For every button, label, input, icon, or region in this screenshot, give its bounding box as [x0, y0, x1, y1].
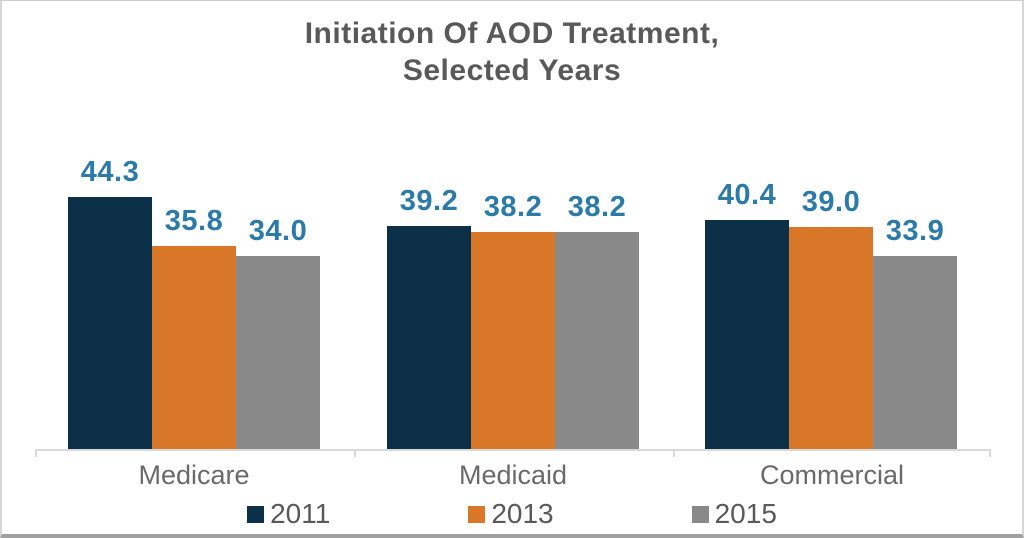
category-label-medicaid: Medicaid — [458, 460, 568, 490]
axis-tick — [989, 449, 991, 457]
legend-label-2013: 2013 — [491, 498, 554, 529]
axis-tick — [673, 449, 675, 457]
bar-2013-commercial — [789, 227, 873, 449]
bar-value-label: 33.9 — [885, 215, 945, 248]
axis-tick — [35, 449, 37, 457]
axis-tick — [354, 449, 356, 457]
legend-swatch-2011 — [247, 505, 265, 523]
bar-value-label: 38.2 — [483, 191, 543, 224]
legend-swatch-2013 — [468, 505, 486, 523]
bar-value-label: 35.8 — [164, 204, 224, 237]
bar-value-label: 38.2 — [567, 191, 627, 224]
x-axis-line — [35, 449, 991, 451]
legend-label-2015: 2015 — [714, 498, 777, 529]
category-label-commercial: Commercial — [759, 460, 905, 490]
chart-title-line-1: Initiation Of AOD Treatment, — [304, 17, 720, 50]
bar-value-label: 39.2 — [399, 185, 459, 218]
legend-label-2011: 2011 — [270, 498, 331, 529]
legend-item-2015: 2015 — [691, 498, 777, 530]
chart-title: Initiation Of AOD Treatment, Selected Ye… — [2, 15, 1022, 89]
bar-2011-commercial — [705, 219, 789, 449]
bar-value-label: 39.0 — [801, 186, 861, 219]
bar-2013-medicare — [152, 245, 236, 449]
legend-swatch-2015 — [691, 505, 709, 523]
bar-2013-medicaid — [471, 232, 555, 449]
bar-2011-medicare — [68, 197, 152, 449]
bar-value-label: 34.0 — [248, 214, 308, 247]
bar-2015-medicaid — [555, 232, 639, 449]
chart-title-line-2: Selected Years — [402, 54, 622, 87]
bar-2015-medicare — [236, 255, 320, 449]
bar-2015-commercial — [873, 256, 957, 449]
bar-2011-medicaid — [387, 226, 471, 449]
bar-value-label: 44.3 — [80, 156, 140, 189]
bar-value-label: 40.4 — [717, 178, 777, 211]
legend: 2011 2013 2015 — [2, 498, 1022, 530]
legend-item-2011: 2011 — [247, 498, 330, 530]
category-label-medicare: Medicare — [138, 460, 250, 490]
legend-item-2013: 2013 — [468, 498, 554, 530]
